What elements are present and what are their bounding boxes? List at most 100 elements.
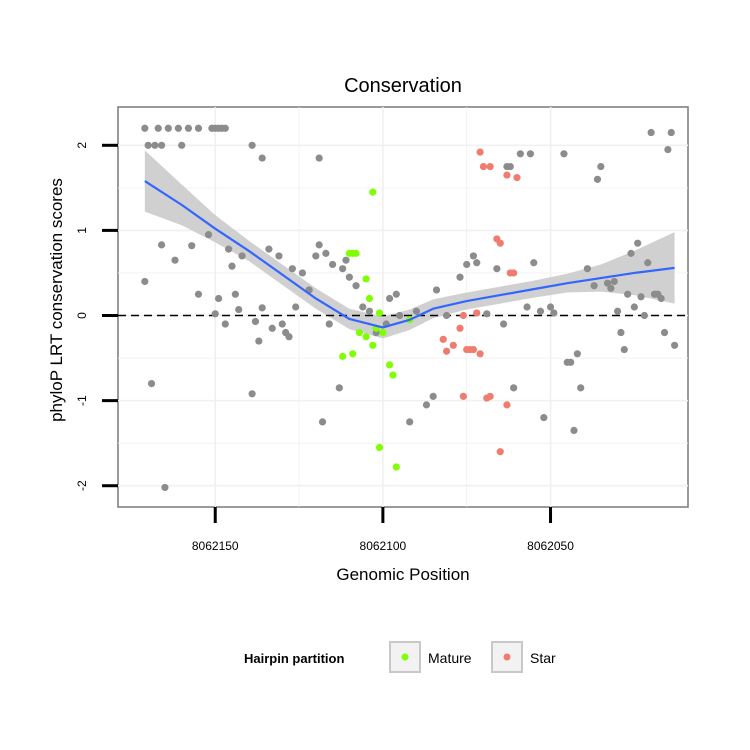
other-point-106 — [634, 239, 642, 247]
confidence-band — [144, 150, 675, 339]
legend-label-star: Star — [530, 650, 556, 666]
other-point-60 — [385, 294, 394, 303]
other-point-14 — [178, 141, 186, 149]
other-point-57 — [365, 307, 374, 315]
other-point-2 — [164, 124, 172, 132]
other-point-33 — [251, 317, 260, 326]
other-point-48 — [322, 249, 330, 257]
other-point-93 — [583, 265, 592, 273]
star-point-8 — [510, 269, 518, 277]
other-point-40 — [285, 333, 293, 341]
other-point-69 — [456, 273, 464, 281]
other-point-12 — [151, 141, 159, 149]
star-point-3 — [503, 171, 511, 179]
y-tick-label-0: -2 — [75, 480, 89, 491]
other-point-100 — [613, 307, 622, 315]
star-point-18 — [459, 392, 467, 400]
other-point-47 — [318, 418, 327, 426]
chart-title: Conservation — [344, 75, 462, 97]
other-point-20 — [157, 241, 166, 249]
y-axis: -2 -1 0 1 2 — [75, 142, 118, 491]
other-point-38 — [278, 320, 286, 328]
other-point-43 — [298, 269, 307, 277]
other-point-92 — [577, 384, 585, 392]
other-point-10 — [221, 124, 229, 132]
mature-point-13 — [339, 352, 347, 360]
mature-point-12 — [349, 350, 357, 358]
other-point-96 — [597, 162, 605, 171]
star-point-2 — [486, 162, 494, 171]
other-point-54 — [345, 273, 353, 281]
smooth-line — [144, 180, 675, 329]
mature-point-16 — [375, 443, 384, 452]
other-point-67 — [432, 286, 441, 294]
other-point-83 — [536, 307, 545, 315]
mature-point-7 — [355, 328, 364, 337]
other-point-30 — [235, 305, 243, 314]
mature-point-4 — [362, 275, 370, 283]
star-point-10 — [459, 311, 467, 320]
other-point-89 — [567, 358, 575, 366]
other-point-74 — [493, 265, 501, 273]
y-axis-label: phyloP LRT conservation scores — [47, 178, 66, 422]
legend-dot-mature — [401, 653, 409, 661]
other-point-53 — [342, 256, 350, 264]
y-tick-label-4: 2 — [75, 142, 89, 149]
other-point-108 — [640, 311, 649, 320]
other-point-86 — [550, 309, 558, 317]
other-point-105 — [630, 303, 638, 311]
star-point-0 — [476, 148, 484, 156]
y-tick-label-3: 1 — [75, 227, 89, 234]
other-point-61 — [392, 290, 400, 298]
other-point-1 — [154, 124, 162, 132]
other-point-52 — [339, 265, 347, 273]
other-point-77 — [506, 162, 514, 171]
other-point-62 — [396, 311, 404, 320]
other-point-75 — [499, 320, 508, 328]
star-point-23 — [439, 335, 447, 343]
other-point-71 — [469, 252, 478, 260]
other-point-23 — [194, 290, 203, 298]
other-point-45 — [312, 252, 320, 260]
other-point-18 — [141, 277, 149, 286]
other-point-80 — [523, 303, 531, 311]
other-point-28 — [228, 262, 236, 270]
other-point-82 — [530, 259, 538, 267]
other-point-0 — [141, 124, 149, 132]
mature-point-0 — [369, 188, 377, 196]
other-point-3 — [174, 124, 182, 132]
other-point-114 — [660, 328, 669, 337]
other-point-56 — [359, 303, 367, 311]
other-point-104 — [627, 249, 635, 257]
other-point-87 — [560, 150, 568, 158]
legend-label-mature: Mature — [428, 650, 472, 666]
other-point-84 — [540, 414, 548, 422]
other-point-113 — [657, 294, 665, 303]
other-point-5 — [194, 124, 203, 132]
other-point-25 — [211, 310, 219, 318]
other-point-11 — [144, 141, 152, 149]
legend: Hairpin partition Mature Star — [244, 641, 556, 673]
other-point-117 — [670, 341, 679, 349]
other-point-27 — [225, 245, 233, 253]
smooth-line-layer — [144, 180, 675, 329]
star-point-17 — [442, 347, 451, 355]
x-tick-label-1: 8062100 — [360, 539, 407, 553]
other-point-32 — [248, 390, 256, 398]
other-point-24 — [204, 231, 213, 239]
other-point-17 — [315, 154, 323, 162]
x-tick-label-2: 8062050 — [527, 539, 574, 553]
other-point-22 — [188, 242, 196, 250]
other-point-120 — [255, 337, 263, 345]
other-point-65 — [422, 401, 431, 409]
other-point-95 — [593, 175, 602, 183]
other-point-72 — [473, 259, 481, 267]
star-point-22 — [496, 448, 504, 456]
other-point-103 — [624, 290, 632, 298]
other-point-4 — [184, 124, 193, 132]
other-point-81 — [526, 150, 535, 158]
mature-point-9 — [379, 328, 387, 337]
legend-dot-star — [503, 653, 511, 661]
other-point-94 — [590, 282, 598, 290]
